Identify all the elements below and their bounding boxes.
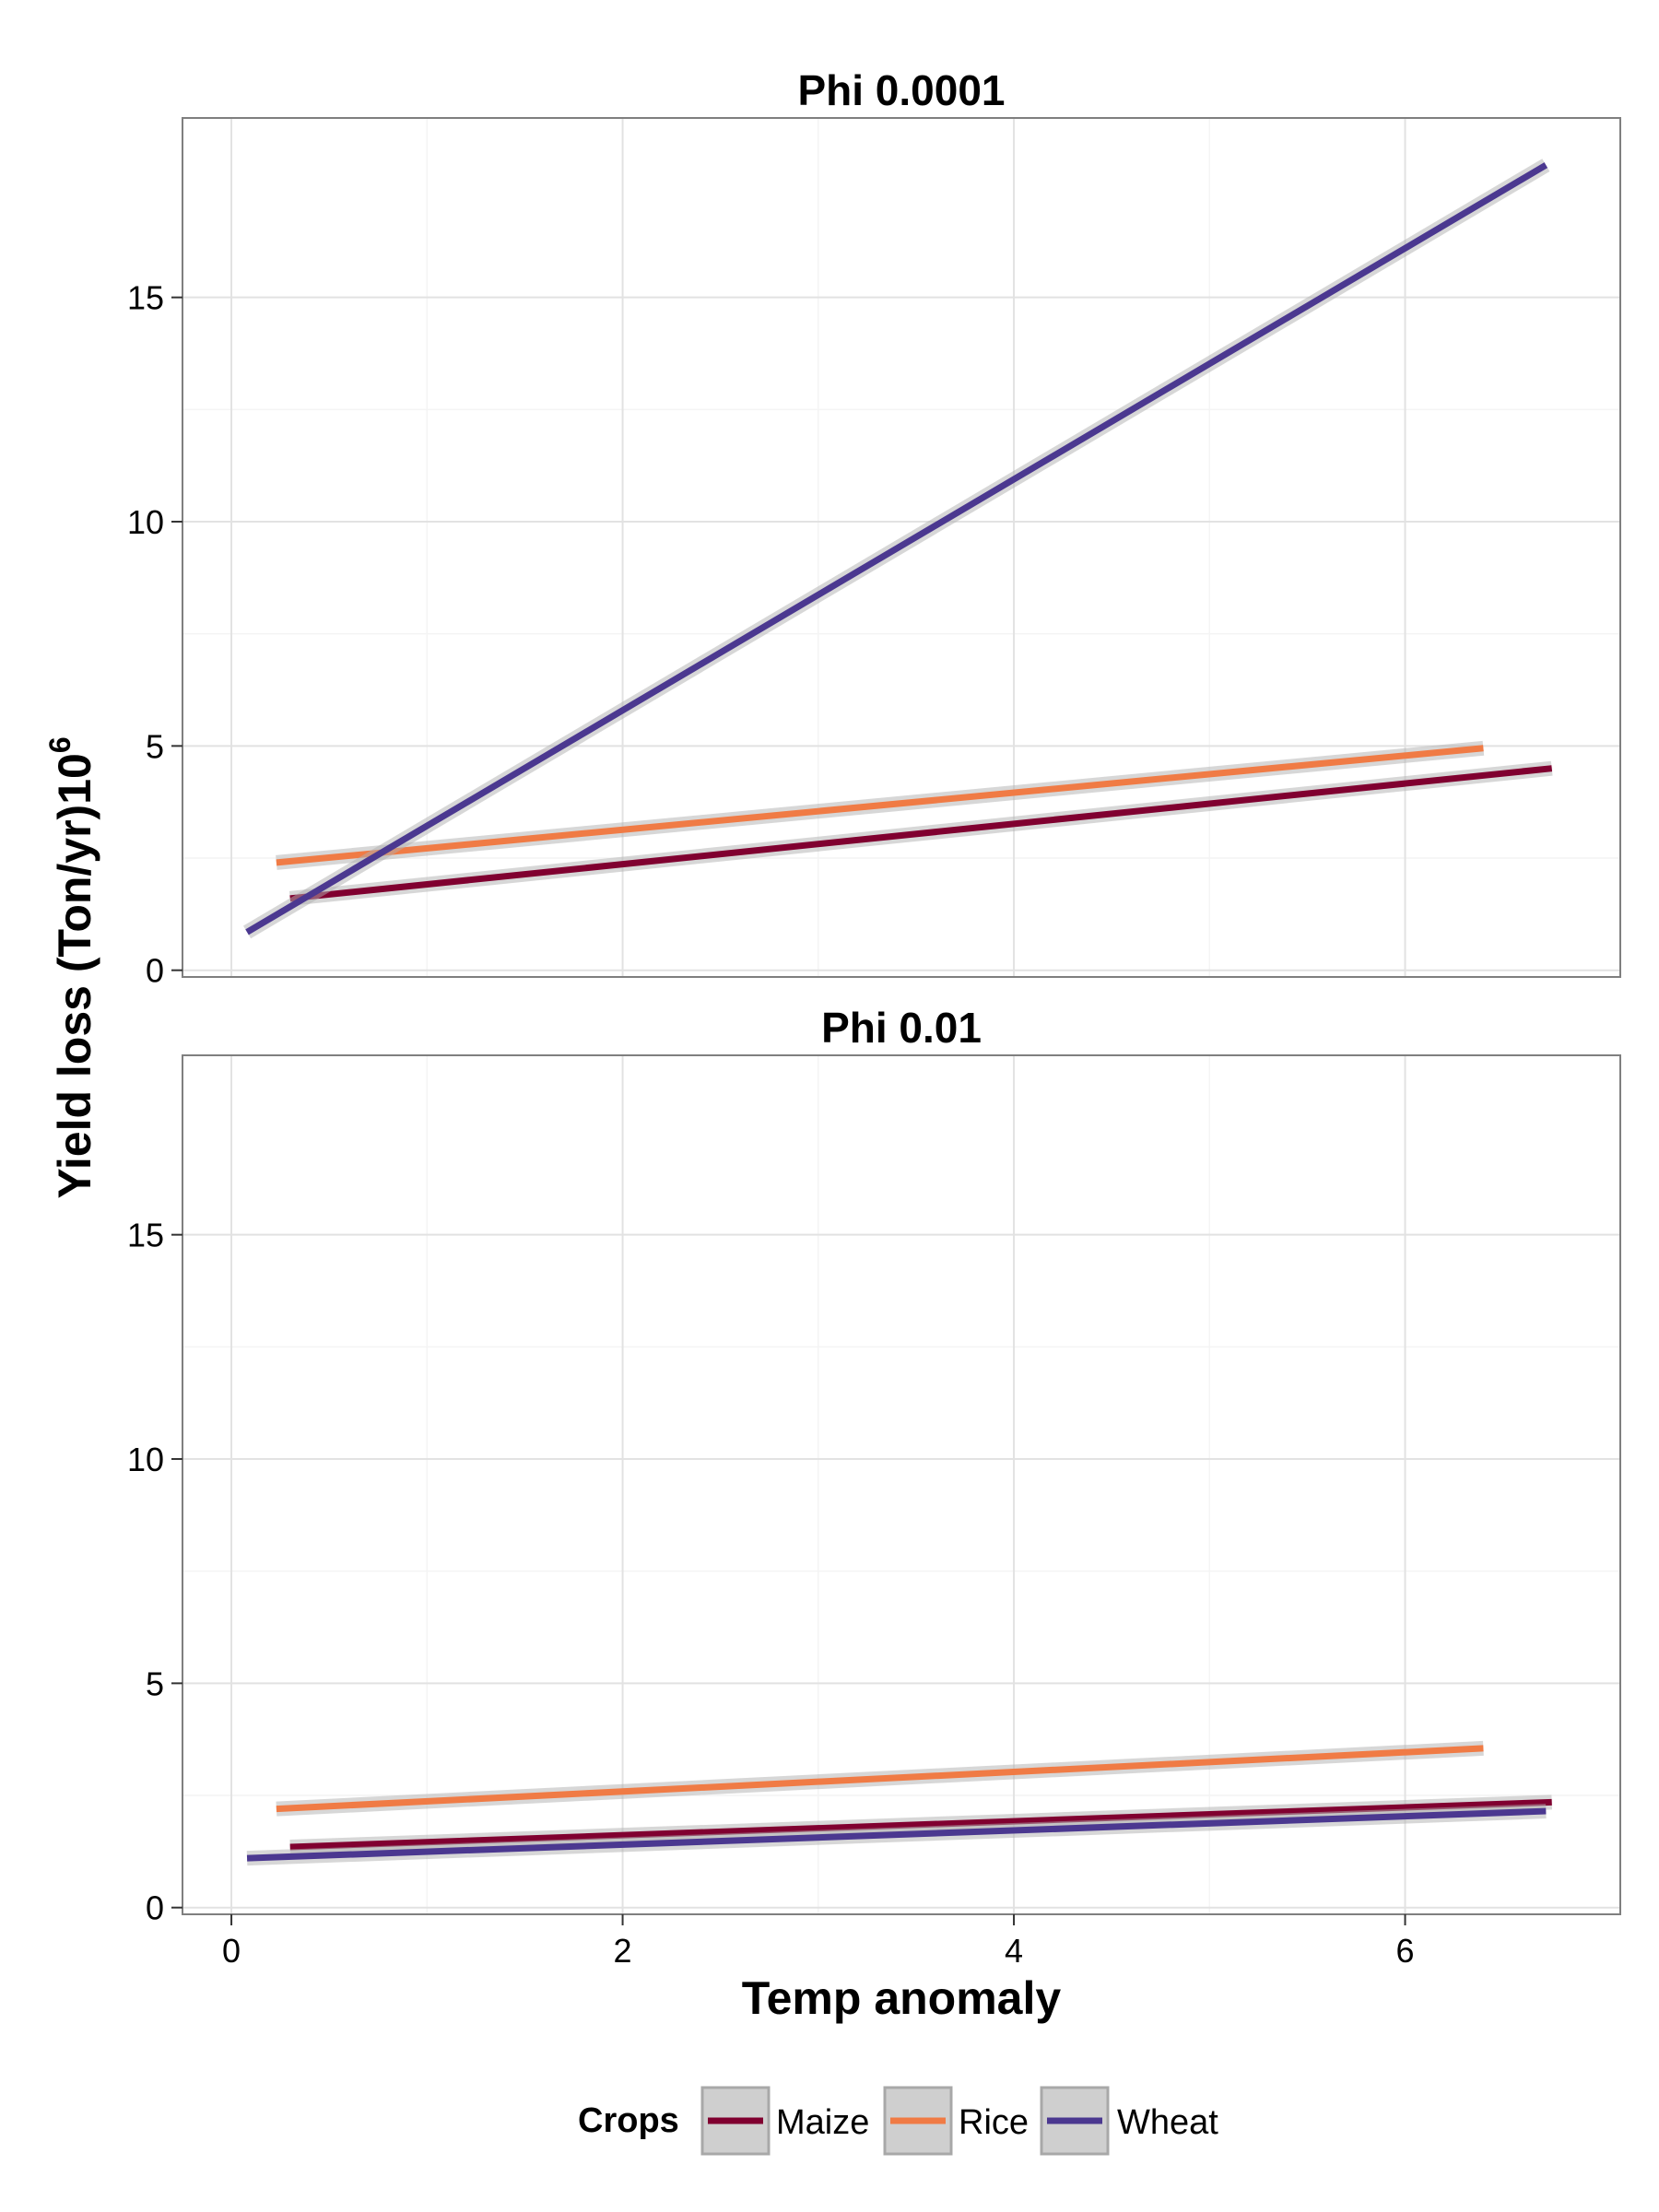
y-tick-label: 10 [127, 503, 164, 541]
y-tick-label: 15 [127, 279, 164, 317]
plot-border [182, 1054, 1621, 1915]
y-axis-title-superscript: 6 [43, 736, 76, 753]
legend-label: Maize [776, 2103, 869, 2142]
plot-border [182, 117, 1621, 978]
series-line-maize [289, 1798, 1552, 1851]
legend-item-maize: Maize [700, 2086, 869, 2156]
panels-layer: Phi 0.0001 0 5 10 15 Phi 0.01 0 5 10 15 0 2 4 6 [127, 66, 1621, 1970]
series-line-rice [276, 1745, 1484, 1813]
legend-label: Rice [959, 2103, 1029, 2142]
y-tick-label: 0 [146, 1889, 164, 1927]
x-tick-label: 4 [1005, 1932, 1023, 1970]
x-tick-label: 2 [614, 1932, 632, 1970]
panel-title: Phi 0.0001 [797, 66, 1005, 114]
legend-label: Wheat [1117, 2103, 1218, 2142]
legend-item-wheat: Wheat [1040, 2086, 1218, 2156]
panel-2: Phi 0.01 0 5 10 15 0 2 4 6 [127, 1004, 1621, 1970]
y-axis-title-text: Yield loss (Ton/yr)10 [49, 753, 100, 1198]
legend-item-rice: Rice [883, 2086, 1029, 2156]
x-tick-label: 0 [222, 1932, 241, 1970]
y-tick-label: 5 [146, 1665, 164, 1702]
series-line-rice [276, 745, 1484, 866]
y-tick-label: 0 [146, 952, 164, 990]
legend-title: Crops [578, 2101, 679, 2140]
series-line-wheat [246, 1807, 1547, 1862]
y-tick-label: 10 [127, 1441, 164, 1478]
series-line-maize [289, 765, 1553, 902]
y-tick-label: 15 [127, 1217, 164, 1254]
panel-1: Phi 0.0001 0 5 10 15 [127, 66, 1621, 990]
x-axis-title: Temp anomaly [742, 1972, 1062, 2024]
y-axis-title: Yield loss (Ton/yr)106 [43, 736, 100, 1198]
legend-items: Maize Rice Wheat [700, 2086, 1218, 2156]
series-line-wheat [245, 162, 1548, 935]
x-tick-label: 6 [1396, 1932, 1415, 1970]
panel-title: Phi 0.01 [821, 1004, 982, 1052]
legend: Crops Maize Rice Wheat [578, 2086, 1218, 2156]
y-tick-label: 5 [146, 727, 164, 765]
